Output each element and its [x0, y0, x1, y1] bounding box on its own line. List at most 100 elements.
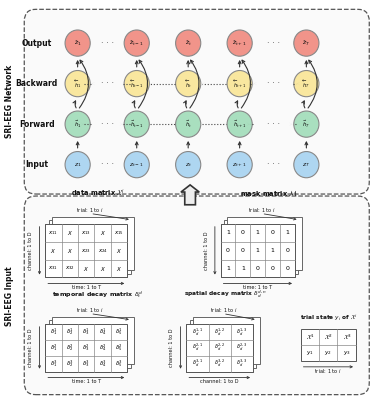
- Text: · · ·: · · ·: [101, 160, 114, 169]
- Text: $\delta^2_2$: $\delta^2_2$: [66, 342, 74, 353]
- Bar: [220, 224, 295, 278]
- Text: $X$: $X$: [67, 229, 73, 237]
- Text: $\hat{z}_{t-1}$: $\hat{z}_{t-1}$: [129, 38, 144, 48]
- Text: data matrix $\mathcal{X}^i$: data matrix $\mathcal{X}^i$: [71, 188, 124, 198]
- Text: channel: 1 to D: channel: 1 to D: [169, 328, 174, 367]
- Text: $x_{32}$: $x_{32}$: [65, 264, 75, 272]
- Text: channel: 1 to D: channel: 1 to D: [200, 380, 239, 384]
- Text: $\delta^1_2$: $\delta^1_2$: [66, 326, 74, 337]
- Circle shape: [124, 70, 149, 97]
- FancyArrow shape: [181, 185, 199, 205]
- Text: trial: 1 to $i$: trial: 1 to $i$: [210, 306, 237, 314]
- FancyBboxPatch shape: [24, 196, 369, 395]
- Text: $x_{11}$: $x_{11}$: [48, 229, 58, 237]
- Text: · · ·: · · ·: [266, 120, 280, 129]
- Text: $\delta^3_4$: $\delta^3_4$: [99, 358, 106, 369]
- Bar: [49, 220, 131, 274]
- Text: $\delta^{3,3}_d$: $\delta^{3,3}_d$: [236, 358, 248, 369]
- Text: temporal decay matrix $\delta^d_t$: temporal decay matrix $\delta^d_t$: [52, 289, 143, 300]
- Text: $\delta^{1,1}_d$: $\delta^{1,1}_d$: [192, 326, 203, 338]
- Text: 1: 1: [241, 266, 245, 271]
- Text: $\delta^1_1$: $\delta^1_1$: [50, 326, 57, 337]
- Text: $z_T$: $z_T$: [302, 161, 311, 168]
- Text: $\delta^3_3$: $\delta^3_3$: [82, 358, 90, 369]
- Circle shape: [294, 30, 319, 56]
- Bar: [45, 324, 127, 372]
- Bar: [52, 217, 134, 270]
- Circle shape: [175, 70, 201, 97]
- Text: · · ·: · · ·: [266, 160, 280, 169]
- Text: $\hat{z}_{t+1}$: $\hat{z}_{t+1}$: [232, 38, 247, 48]
- Bar: [45, 224, 127, 278]
- Text: mask matrix $\mathcal{M}$: mask matrix $\mathcal{M}$: [240, 188, 298, 198]
- Circle shape: [124, 30, 149, 56]
- Text: $\delta^1_4$: $\delta^1_4$: [99, 326, 106, 337]
- Text: spatial decay matrix $\delta^{d,n}_d$: spatial decay matrix $\delta^{d,n}_d$: [184, 288, 267, 300]
- Text: $y_3$: $y_3$: [343, 349, 351, 357]
- Text: 1: 1: [226, 266, 230, 271]
- Bar: [186, 324, 253, 372]
- Circle shape: [175, 30, 201, 56]
- Circle shape: [227, 70, 252, 97]
- Text: 0: 0: [271, 266, 275, 271]
- Text: SRI-EEG Network: SRI-EEG Network: [5, 65, 14, 138]
- Bar: [301, 329, 356, 361]
- Text: $\hat{z}_T$: $\hat{z}_T$: [302, 38, 311, 48]
- Text: $\delta^2_1$: $\delta^2_1$: [50, 342, 57, 353]
- Text: time: 1 to T: time: 1 to T: [243, 285, 272, 290]
- Text: $\delta^{2,2}_d$: $\delta^{2,2}_d$: [214, 342, 225, 354]
- Text: $\delta^{3,2}_d$: $\delta^{3,2}_d$: [214, 358, 225, 369]
- Text: $\delta^3_5$: $\delta^3_5$: [115, 358, 123, 369]
- FancyBboxPatch shape: [24, 9, 369, 194]
- Circle shape: [294, 152, 319, 178]
- Circle shape: [227, 152, 252, 178]
- Bar: [227, 217, 302, 270]
- Text: $\overleftarrow{h}_t$: $\overleftarrow{h}_t$: [185, 78, 192, 90]
- Text: Backward: Backward: [16, 79, 58, 88]
- Bar: [190, 320, 257, 368]
- Text: $\overleftarrow{h}_{t+1}$: $\overleftarrow{h}_{t+1}$: [233, 78, 247, 90]
- Bar: [52, 317, 134, 364]
- Text: $z_{t+1}$: $z_{t+1}$: [232, 161, 247, 168]
- Text: 1: 1: [286, 230, 290, 235]
- Text: $\delta^{1,3}_d$: $\delta^{1,3}_d$: [236, 326, 248, 338]
- Text: $\delta^{2,1}_d$: $\delta^{2,1}_d$: [192, 342, 203, 354]
- Text: trial: 1 to $i$: trial: 1 to $i$: [314, 367, 342, 375]
- Text: $\overleftarrow{h}_{t-1}$: $\overleftarrow{h}_{t-1}$: [130, 78, 144, 90]
- Circle shape: [175, 111, 201, 137]
- Text: trial: 1 to $i$: trial: 1 to $i$: [76, 206, 104, 214]
- Text: 0: 0: [286, 266, 290, 271]
- Text: $X$: $X$: [116, 247, 122, 255]
- Text: $X$: $X$: [116, 264, 122, 272]
- Text: $X$: $X$: [50, 247, 56, 255]
- Text: $x_{15}$: $x_{15}$: [114, 229, 124, 237]
- Text: 0: 0: [241, 230, 245, 235]
- Text: 0: 0: [226, 248, 230, 253]
- Text: $y_2$: $y_2$: [324, 349, 332, 357]
- Text: $\overleftarrow{h}_T$: $\overleftarrow{h}_T$: [302, 78, 310, 90]
- Bar: [45, 324, 127, 372]
- Text: $\mathcal{X}^1$: $\mathcal{X}^1$: [306, 333, 314, 341]
- Text: $\delta^{2,3}_d$: $\delta^{2,3}_d$: [236, 342, 248, 354]
- Text: $\mathcal{X}^3$: $\mathcal{X}^3$: [343, 333, 351, 341]
- Text: $z_t$: $z_t$: [185, 161, 192, 168]
- Text: $\delta^2_4$: $\delta^2_4$: [99, 342, 106, 353]
- Text: · · ·: · · ·: [266, 38, 280, 48]
- Text: · · ·: · · ·: [101, 38, 114, 48]
- Text: $\delta^1_5$: $\delta^1_5$: [115, 326, 123, 337]
- Text: $X$: $X$: [99, 264, 106, 272]
- Text: 0: 0: [256, 266, 260, 271]
- Text: $\delta^3_1$: $\delta^3_1$: [50, 358, 57, 369]
- Text: channel: 1 to D: channel: 1 to D: [204, 231, 209, 270]
- Text: trial: 1 to $i$: trial: 1 to $i$: [248, 206, 275, 214]
- Text: $\delta^3_2$: $\delta^3_2$: [66, 358, 74, 369]
- Text: $\vec{h}_{t-1}$: $\vec{h}_{t-1}$: [130, 118, 144, 130]
- Circle shape: [124, 111, 149, 137]
- Text: $\delta^2_3$: $\delta^2_3$: [82, 342, 90, 353]
- Circle shape: [65, 111, 90, 137]
- Circle shape: [294, 111, 319, 137]
- Circle shape: [227, 111, 252, 137]
- Text: channel: 1 to D: channel: 1 to D: [28, 328, 33, 367]
- Circle shape: [227, 30, 252, 56]
- Text: channel: 1 to D: channel: 1 to D: [28, 231, 33, 270]
